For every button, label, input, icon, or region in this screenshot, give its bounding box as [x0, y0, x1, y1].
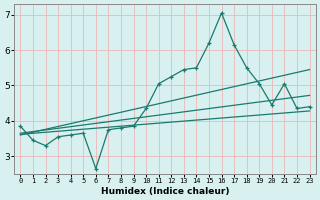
X-axis label: Humidex (Indice chaleur): Humidex (Indice chaleur) [101, 187, 229, 196]
